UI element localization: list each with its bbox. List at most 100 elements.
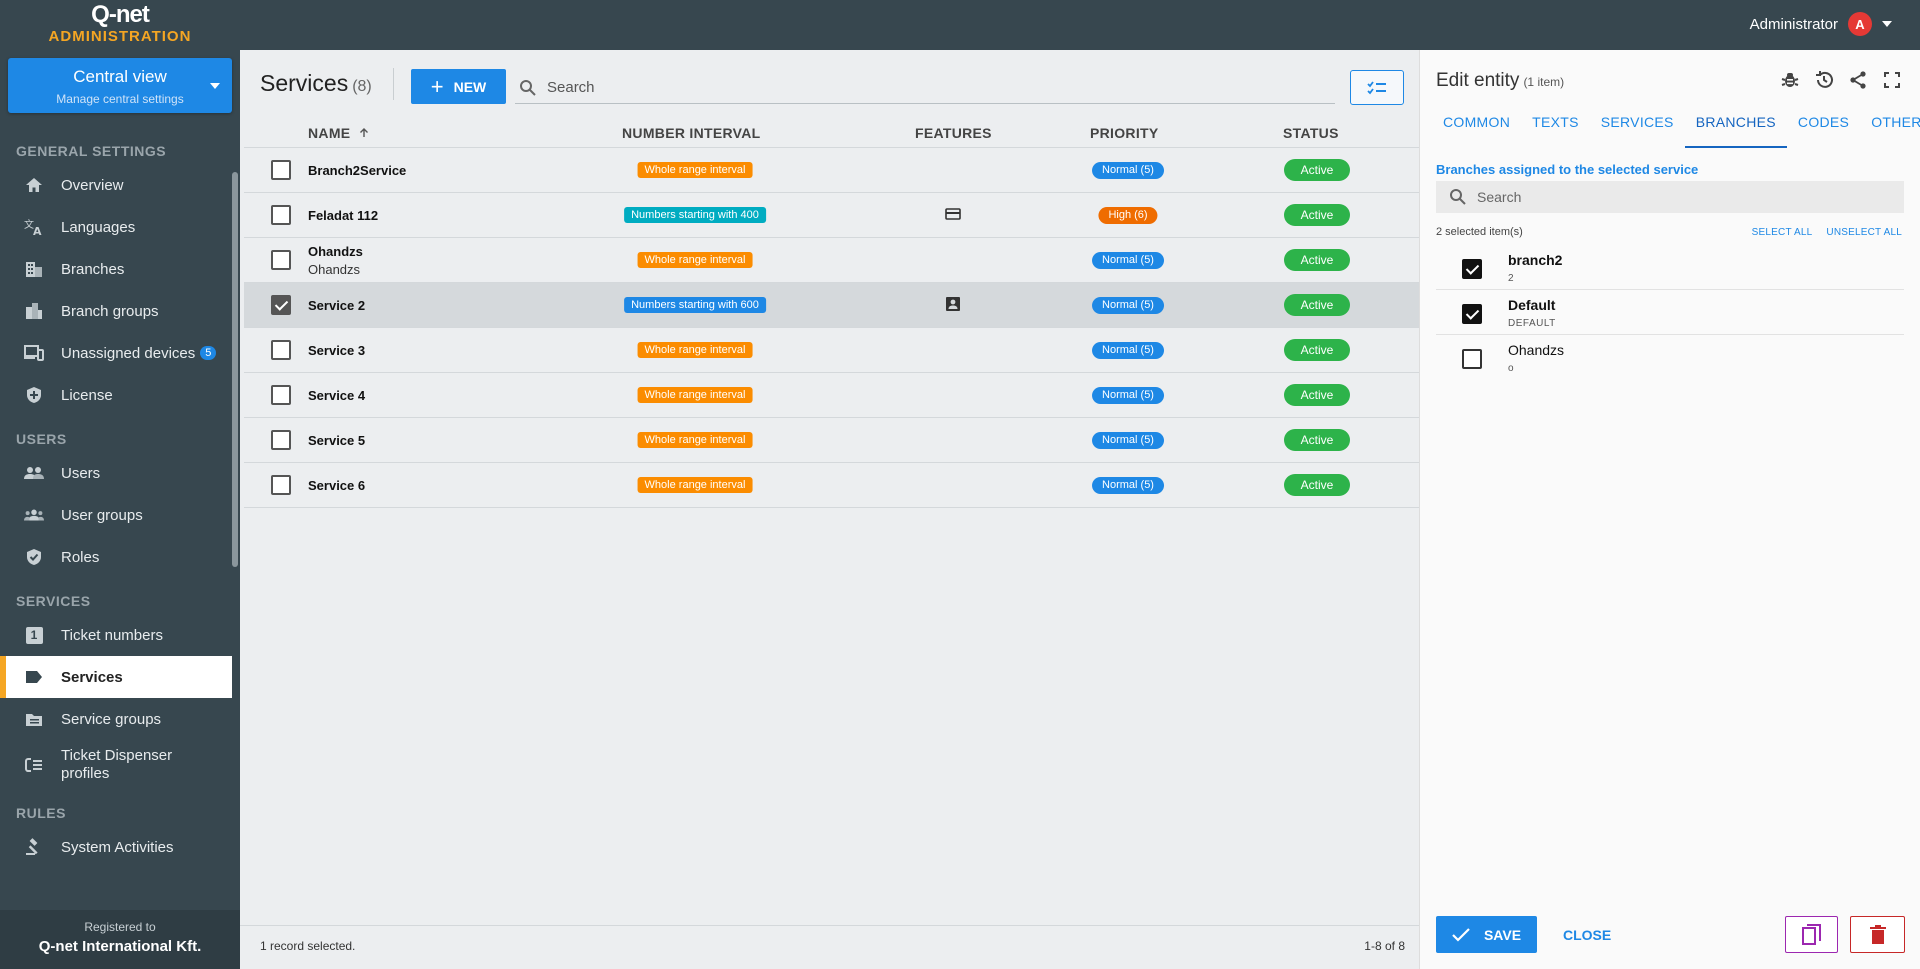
search-icon — [520, 79, 536, 96]
user-menu[interactable]: Administrator A — [1750, 12, 1892, 36]
card-icon — [945, 208, 961, 220]
service-name-cell: Service 4 — [308, 373, 365, 417]
branch-checkbox-checked[interactable] — [1462, 259, 1482, 279]
home-icon — [24, 175, 44, 195]
search-icon — [1450, 189, 1466, 205]
select-all-link[interactable]: SELECT ALL — [1751, 227, 1813, 238]
new-button[interactable]: + NEW — [411, 69, 506, 104]
history-icon[interactable] — [1814, 70, 1834, 90]
table-row[interactable]: Service 4 Whole range interval Normal (5… — [244, 373, 1419, 418]
sidebar-item-ticket-numbers[interactable]: 1 Ticket numbers — [0, 614, 232, 656]
sidebar-item-users[interactable]: Users — [0, 452, 232, 494]
row-checkbox-checked[interactable] — [271, 295, 291, 315]
fullscreen-icon[interactable] — [1882, 70, 1902, 90]
sidebar-item-label: License — [61, 386, 113, 404]
column-header-features[interactable]: FEATURES — [915, 125, 992, 141]
branch-checkbox[interactable] — [1462, 349, 1482, 369]
tab-services[interactable]: SERVICES — [1600, 114, 1674, 130]
table-row[interactable]: Ohandzs Ohandzs Whole range interval Nor… — [244, 238, 1419, 283]
verified-shield-icon — [24, 547, 44, 567]
list-item[interactable]: branch2 2 — [1436, 245, 1904, 290]
table-row-selected[interactable]: Service 2 Numbers starting with 600 Norm… — [244, 283, 1419, 328]
tab-branches[interactable]: BRANCHES — [1684, 112, 1787, 148]
copy-icon — [1801, 923, 1821, 945]
table-row[interactable]: Branch2Service Whole range interval Norm… — [244, 148, 1419, 193]
row-checkbox[interactable] — [271, 385, 291, 405]
list-item[interactable]: Default DEFAULT — [1436, 290, 1904, 335]
row-checkbox[interactable] — [271, 475, 291, 495]
unselect-all-link[interactable]: UNSELECT ALL — [1826, 227, 1902, 238]
row-checkbox[interactable] — [271, 340, 291, 360]
branch-name: Ohandzs — [1508, 342, 1565, 358]
service-name: Service 4 — [308, 387, 366, 403]
list-item[interactable]: Ohandzs o — [1436, 335, 1904, 380]
branch-search-input[interactable] — [1477, 189, 1877, 205]
sidebar-item-user-groups[interactable]: User groups — [0, 494, 232, 536]
edit-entity-panel: Edit entity (1 item) COMMON TEXTS SERVICE… — [1419, 50, 1920, 969]
interval-badge: Whole range interval — [637, 252, 753, 268]
delete-button[interactable] — [1850, 916, 1905, 953]
section-general-settings: GENERAL SETTINGS — [16, 143, 167, 159]
page-title: Services (8) — [260, 70, 372, 96]
table-row[interactable]: Service 3 Whole range interval Normal (5… — [244, 328, 1419, 373]
sidebar-scrollbar[interactable] — [232, 172, 238, 567]
save-button[interactable]: SAVE — [1436, 916, 1537, 953]
tab-common[interactable]: COMMON — [1443, 114, 1511, 130]
services-table: Branch2Service Whole range interval Norm… — [244, 148, 1419, 508]
row-checkbox[interactable] — [271, 430, 291, 450]
share-icon[interactable] — [1848, 70, 1868, 90]
close-button[interactable]: CLOSE — [1563, 927, 1612, 943]
sidebar-item-system-activities[interactable]: System Activities — [0, 826, 232, 868]
panel-toolbar — [1780, 70, 1902, 90]
service-name: Ohandzs — [308, 243, 363, 259]
column-header-status[interactable]: STATUS — [1283, 125, 1339, 141]
sidebar-item-label: Ticket Dispenser profiles — [61, 747, 173, 782]
sidebar-item-roles[interactable]: Roles — [0, 536, 232, 578]
column-header-number-interval[interactable]: NUMBER INTERVAL — [622, 125, 761, 141]
table-row[interactable]: Service 5 Whole range interval Normal (5… — [244, 418, 1419, 463]
branch-checkbox-checked[interactable] — [1462, 304, 1482, 324]
central-view-selector[interactable]: Central view Manage central settings — [8, 58, 232, 113]
row-checkbox[interactable] — [271, 250, 291, 270]
sidebar-item-services[interactable]: Services — [0, 656, 232, 698]
row-checkbox[interactable] — [271, 205, 291, 225]
section-users: USERS — [16, 431, 67, 447]
sidebar-item-license[interactable]: License — [0, 374, 232, 416]
service-name: Service 2 — [308, 297, 366, 313]
tab-texts[interactable]: TEXTS — [1532, 114, 1579, 130]
service-name: Branch2Service — [308, 162, 407, 178]
section-services: SERVICES — [16, 593, 91, 609]
sidebar-item-ticket-dispenser-profiles[interactable]: Ticket Dispenser profiles — [0, 740, 232, 790]
bug-icon[interactable] — [1780, 70, 1800, 90]
duplicate-button[interactable] — [1785, 916, 1838, 953]
row-checkbox[interactable] — [271, 160, 291, 180]
interval-badge: Numbers starting with 600 — [624, 297, 766, 313]
sidebar-item-label: Service groups — [61, 710, 162, 728]
trash-icon — [1869, 924, 1886, 944]
tab-codes[interactable]: CODES — [1797, 114, 1850, 130]
multi-select-toggle-button[interactable] — [1350, 70, 1404, 105]
sidebar-item-branches[interactable]: Branches — [0, 248, 232, 290]
tab-others[interactable]: OTHERS — [1871, 114, 1920, 130]
divider — [393, 68, 394, 100]
priority-badge: Normal (5) — [1092, 297, 1164, 314]
sidebar-item-overview[interactable]: Overview — [0, 164, 232, 206]
column-header-name[interactable]: NAME — [308, 118, 369, 148]
sidebar-item-label: Languages — [61, 218, 136, 236]
table-row[interactable]: Feladat 112 Numbers starting with 400 Hi… — [244, 193, 1419, 238]
panel-tabs: COMMON TEXTS SERVICES BRANCHES CODES OTH… — [1432, 112, 1920, 148]
sidebar-item-service-groups[interactable]: Service groups — [0, 698, 232, 740]
column-header-priority[interactable]: PRIORITY — [1090, 125, 1159, 141]
table-row[interactable]: Service 6 Whole range interval Normal (5… — [244, 463, 1419, 508]
contact-card-icon — [946, 297, 960, 311]
search-input[interactable] — [547, 79, 1247, 96]
priority-badge: Normal (5) — [1092, 162, 1164, 179]
app-logo[interactable]: Q-net ADMINISTRATION — [0, 0, 240, 50]
panel-title: Edit entity (1 item) — [1436, 70, 1565, 91]
sidebar-item-unassigned-devices[interactable]: Unassigned devices 5 — [0, 332, 232, 374]
record-count: (8) — [352, 78, 372, 95]
sidebar-item-branch-groups[interactable]: Branch groups — [0, 290, 232, 332]
selection-actions: SELECT ALL UNSELECT ALL — [1752, 227, 1902, 238]
sidebar-item-label: System Activities — [61, 838, 174, 856]
